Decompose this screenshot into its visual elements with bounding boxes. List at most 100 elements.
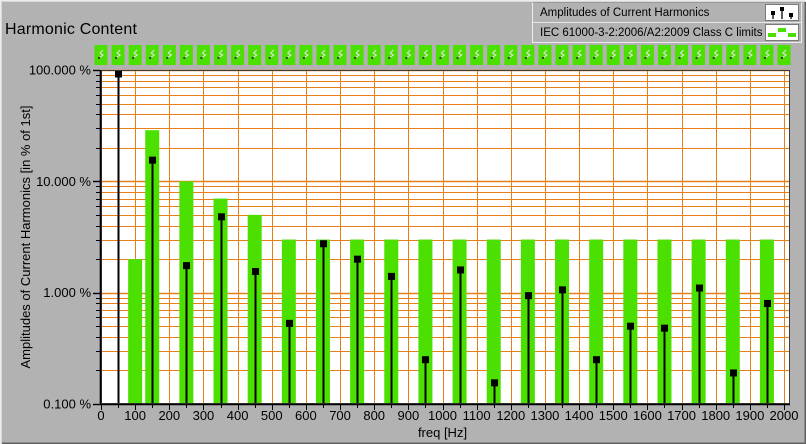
limit-bar [128, 259, 143, 403]
pass-glyph-icon [474, 49, 480, 59]
harmonic-marker [457, 266, 464, 274]
pass-indicator [743, 45, 757, 65]
pass-indicator [418, 45, 432, 65]
legend-item-amplitudes[interactable]: Amplitudes of Current Harmonics [533, 3, 801, 22]
svg-text:300: 300 [193, 408, 215, 423]
svg-text:1700: 1700 [667, 408, 696, 423]
pass-glyph-icon [218, 49, 224, 59]
svg-text:0: 0 [97, 408, 104, 423]
pass-indicator [282, 45, 296, 65]
y-axis-labels: 100.000 % 10.000 % 1.000 % 0.100 % [29, 63, 92, 412]
harmonic-marker [764, 299, 771, 307]
harmonic-marker [115, 70, 122, 78]
pass-glyph-icon [781, 49, 788, 59]
pass-indicator [128, 45, 142, 65]
pass-glyph-icon [542, 49, 548, 59]
svg-text:1800: 1800 [701, 408, 730, 423]
pass-indicator [538, 45, 552, 65]
pass-indicator-row [94, 45, 791, 65]
pass-glyph-icon [747, 49, 753, 59]
pass-glyph-icon [627, 49, 634, 59]
pass-indicator [316, 45, 330, 65]
pass-glyph-icon [98, 49, 105, 59]
pass-indicator [504, 45, 518, 65]
pass-glyph-icon [559, 49, 566, 59]
pass-indicator [231, 45, 245, 65]
pass-indicator [760, 45, 774, 65]
pass-indicator [589, 45, 603, 65]
pass-glyph-icon [115, 49, 122, 59]
harmonic-marker [183, 262, 190, 270]
harmonic-marker [491, 379, 498, 387]
pass-glyph-icon [576, 49, 583, 59]
pass-indicator [521, 45, 535, 65]
pass-glyph-icon [235, 49, 241, 59]
pass-indicator [179, 45, 193, 65]
y-axis-ticks [93, 69, 100, 406]
svg-text:1100: 1100 [463, 408, 491, 423]
svg-text:900: 900 [397, 408, 419, 423]
svg-text:500: 500 [261, 408, 283, 423]
plot-legend: Amplitudes of Current Harmonics IEC 6100… [532, 2, 802, 43]
pass-indicator [111, 45, 125, 65]
pass-indicator [248, 45, 262, 65]
pass-indicator [162, 45, 176, 65]
harmonic-marker [149, 156, 156, 164]
legend-item-label: Amplitudes of Current Harmonics [540, 6, 710, 19]
pass-indicator [606, 45, 620, 65]
limit-bar [486, 239, 501, 403]
pass-glyph-icon [252, 49, 258, 59]
pass-indicator [196, 45, 210, 65]
pass-glyph-icon [337, 49, 344, 59]
pass-glyph-icon [149, 49, 156, 59]
pass-indicator [657, 45, 671, 65]
pass-glyph-icon [371, 49, 378, 59]
svg-text:2000: 2000 [770, 408, 799, 423]
svg-text:1900: 1900 [735, 408, 764, 423]
harmonic-marker [354, 255, 361, 263]
pass-indicator [333, 45, 347, 65]
pass-glyph-icon [508, 49, 514, 59]
legend-item-iec-limits[interactable]: IEC 61000-3-2:2006/A2:2009 Class C limit… [533, 22, 801, 42]
pass-glyph-icon [730, 49, 736, 59]
plot-background [101, 70, 790, 404]
svg-text:1400: 1400 [565, 408, 594, 423]
pass-glyph-icon [286, 49, 292, 59]
harmonic-marker [422, 356, 429, 364]
svg-text:0.100 %: 0.100 % [43, 397, 91, 412]
pass-glyph-icon [166, 49, 173, 59]
pass-glyph-icon [440, 49, 446, 59]
svg-text:1300: 1300 [530, 408, 559, 423]
pass-indicator [555, 45, 569, 65]
pass-indicator [623, 45, 637, 65]
pass-glyph-icon [525, 49, 531, 59]
x-axis-labels: 0 100 200 300 400 500 600 700 800 900 1000 1100 1200… [97, 408, 798, 423]
pass-glyph-icon [593, 49, 600, 59]
pass-glyph-icon [132, 49, 139, 59]
svg-text:1200: 1200 [496, 408, 525, 423]
svg-text:1600: 1600 [633, 408, 662, 423]
limit-bar [657, 239, 672, 403]
pass-indicator [572, 45, 586, 65]
pass-glyph-icon [405, 49, 412, 59]
limit-bars-icon [765, 24, 799, 41]
pass-glyph-icon [764, 49, 770, 59]
harmonic-marker [286, 319, 293, 327]
stem-plot-icon [765, 4, 799, 21]
axis-titles: freq [Hz] Amplitudes of Current Harmonics… [18, 106, 467, 441]
pass-indicator [145, 45, 159, 65]
harmonic-marker [593, 356, 600, 364]
harmonic-marker [218, 213, 225, 221]
svg-text:600: 600 [295, 408, 317, 423]
legend-item-label: IEC 61000-3-2:2006/A2:2009 Class C limit… [540, 26, 763, 39]
svg-text:100: 100 [124, 408, 146, 423]
svg-text:800: 800 [363, 408, 385, 423]
harmonic-marker [559, 286, 566, 294]
svg-text:200: 200 [158, 408, 180, 423]
plot-border [99, 70, 790, 406]
pass-indicator [384, 45, 398, 65]
harmonic-marker [627, 322, 634, 330]
pass-indicator [453, 45, 467, 65]
